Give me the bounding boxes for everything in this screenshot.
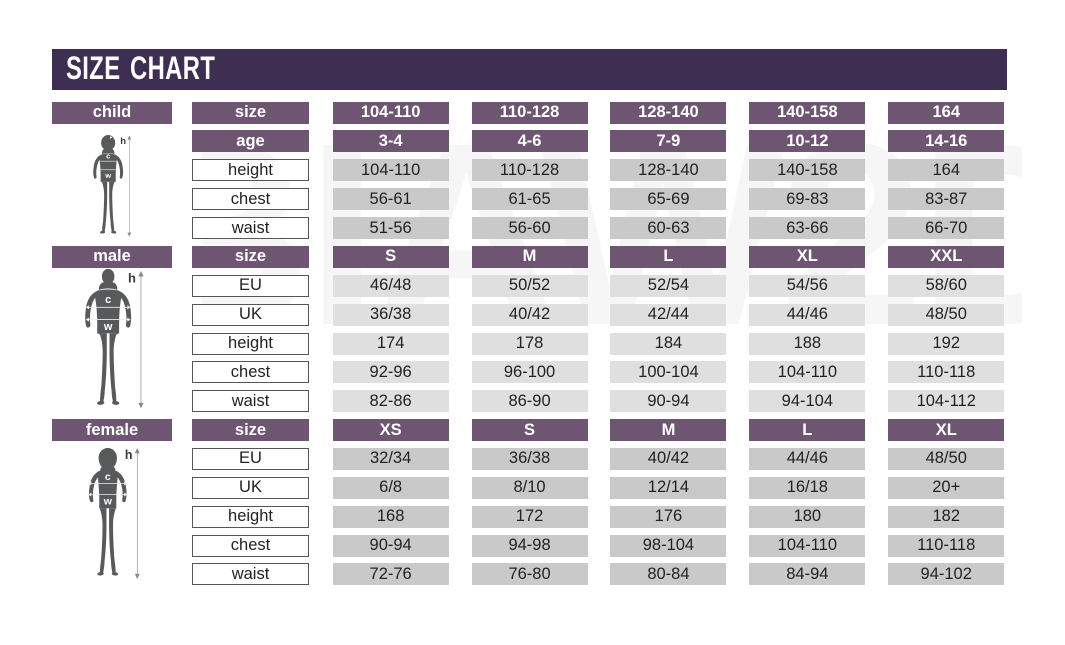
svg-text:c: c [105,472,111,483]
svg-text:w: w [103,496,113,507]
svg-text:w: w [104,171,111,180]
svg-text:h: h [125,448,133,462]
svg-text:c: c [106,152,110,161]
svg-text:c: c [105,294,111,306]
svg-text:h: h [128,270,136,285]
svg-text:h: h [120,136,126,147]
svg-text:w: w [103,321,113,333]
